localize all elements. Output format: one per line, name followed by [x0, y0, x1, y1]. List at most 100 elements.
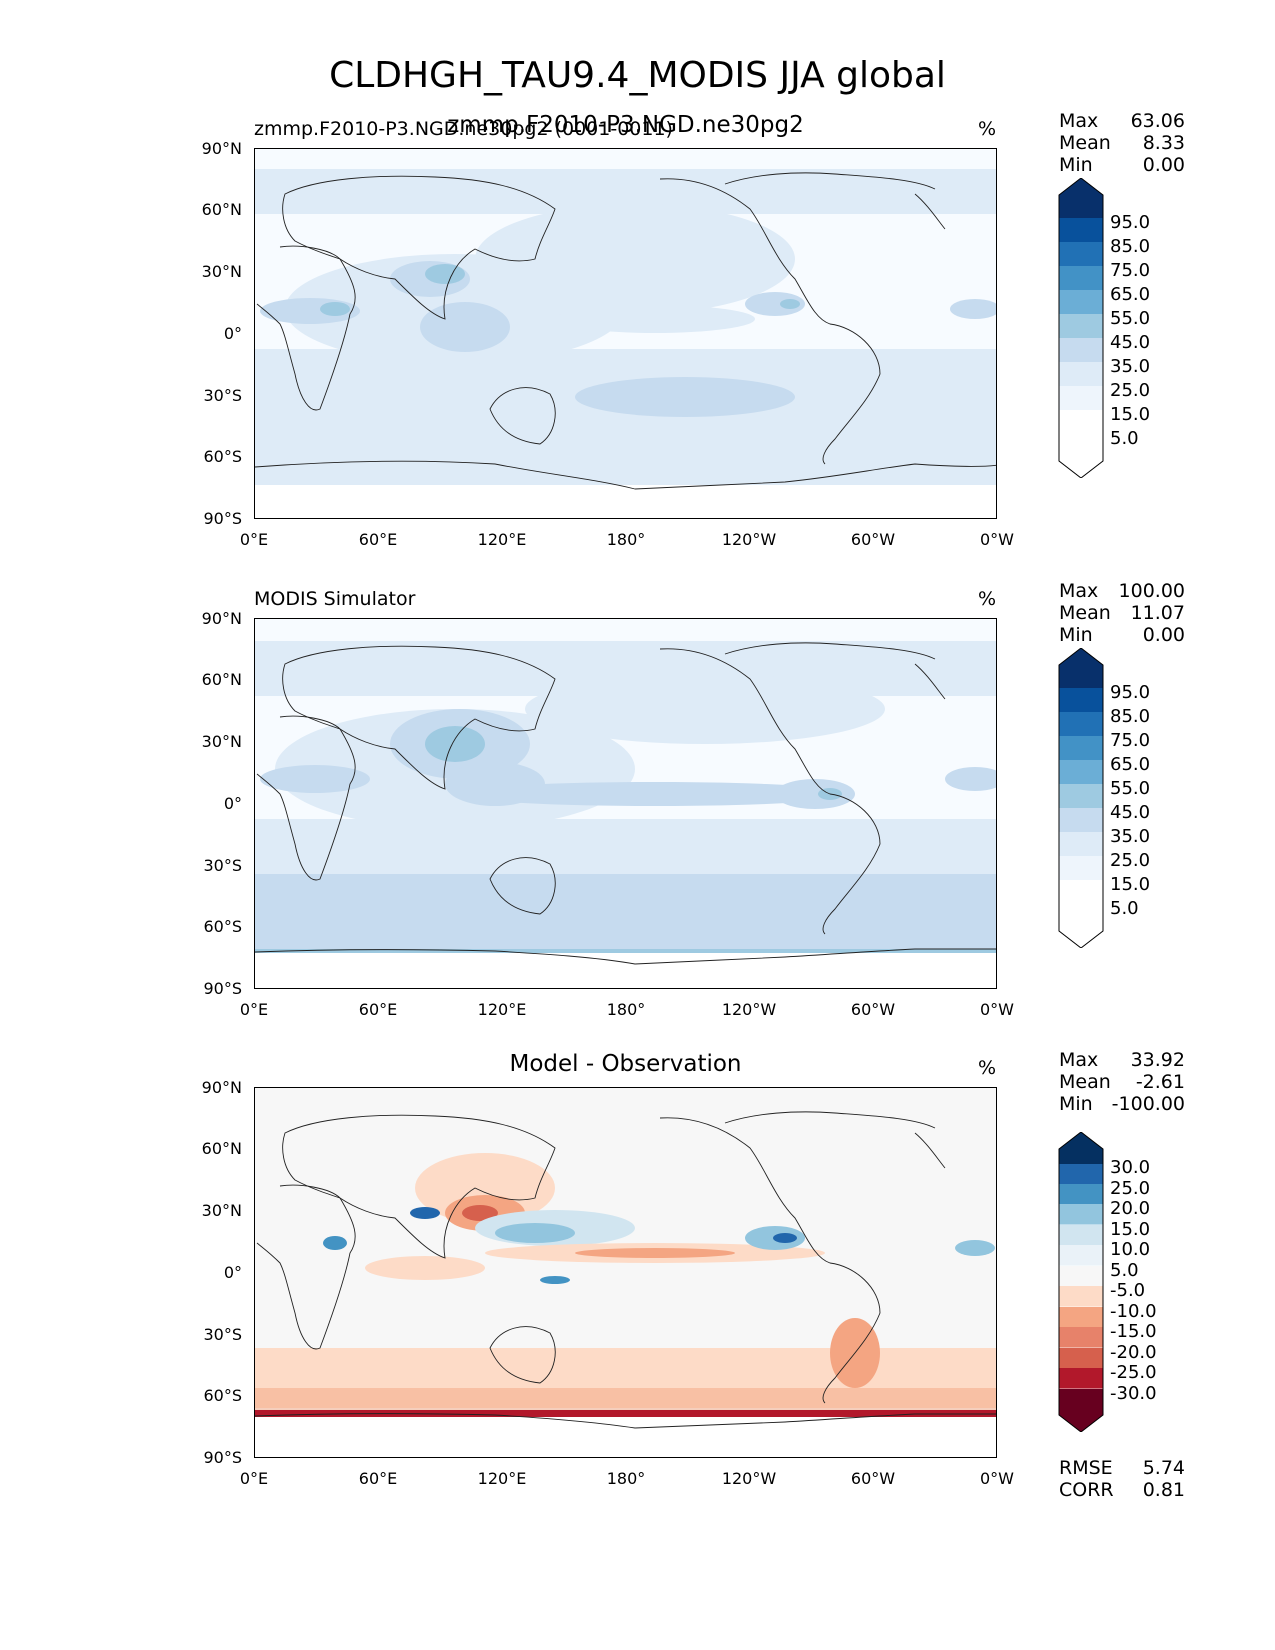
lat-label: 90°S	[203, 979, 242, 998]
stat-value: 0.00	[1142, 154, 1185, 176]
lon-label: 0°W	[980, 530, 1014, 549]
lat-label: 60°N	[201, 1139, 242, 1158]
lon-label: 0°W	[980, 1000, 1014, 1019]
lat-label: 30°N	[201, 1201, 242, 1220]
panel-observation: MODIS Simulator % Max 100.00 Mean 11.07 Mi…	[0, 580, 1275, 1058]
lon-label: 60°E	[358, 530, 398, 549]
colorbar	[1058, 177, 1104, 482]
lat-label: 0°	[223, 794, 242, 813]
stat-value: 11.07	[1130, 602, 1185, 624]
colorbar-label: -10.0	[1110, 1301, 1157, 1322]
lat-label: 30°S	[203, 856, 242, 875]
lon-label: 60°E	[358, 1000, 398, 1019]
metric-value: 5.74	[1142, 1457, 1185, 1479]
lon-label: 120°E	[477, 530, 527, 549]
lat-label: 90°N	[201, 609, 242, 628]
units-label: %	[978, 588, 997, 610]
lon-label: 120°E	[477, 1469, 527, 1488]
colorbar-label: -20.0	[1110, 1342, 1157, 1363]
colorbar-label: 85.0	[1110, 706, 1151, 727]
lon-label: 120°W	[721, 1000, 777, 1019]
lon-label: 0°W	[980, 1469, 1014, 1488]
colorbar-label: 55.0	[1110, 778, 1151, 799]
colorbar-label: 55.0	[1110, 308, 1151, 329]
panel-center-title: Model - Observation	[509, 1051, 742, 1077]
colorbar-label: 35.0	[1110, 826, 1151, 847]
stat-label: Mean	[1059, 602, 1111, 624]
colorbar-label: 65.0	[1110, 284, 1151, 305]
colorbar-label: 45.0	[1110, 802, 1151, 823]
colorbar-label: 5.0	[1110, 898, 1139, 919]
lat-label: 90°S	[203, 1448, 242, 1467]
stat-label: Min	[1059, 154, 1093, 176]
lat-label: 90°S	[203, 509, 242, 528]
lat-label: 60°N	[201, 670, 242, 689]
stat-label: Mean	[1059, 132, 1111, 154]
colorbar-label: 75.0	[1110, 730, 1151, 751]
lon-label: 120°W	[721, 530, 777, 549]
panel-center-title: zmmp.F2010-P3.NGD.ne30pg2	[447, 112, 804, 138]
panel-difference: Model - Observation % Max 33.92 Mean -2.61…	[0, 1049, 1275, 1527]
lat-label: 30°S	[203, 1325, 242, 1344]
colorbar-label: -15.0	[1110, 1321, 1157, 1342]
lat-label: 90°N	[201, 1078, 242, 1097]
stat-value: 100.00	[1118, 580, 1185, 602]
stat-value: 63.06	[1130, 110, 1185, 132]
colorbar-label: 25.0	[1110, 380, 1151, 401]
colorbar-label: 5.0	[1110, 1260, 1139, 1281]
lat-label: 30°N	[201, 262, 242, 281]
colorbar	[1058, 1131, 1104, 1436]
metric-label: CORR	[1059, 1479, 1114, 1501]
lon-label: 60°W	[850, 1000, 896, 1019]
metrics-box: RMSE 5.74 CORR 0.81	[1059, 1457, 1185, 1501]
stat-label: Min	[1059, 1093, 1093, 1115]
colorbar-label: 95.0	[1110, 212, 1151, 233]
stat-label: Max	[1059, 110, 1099, 132]
colorbar-label: -30.0	[1110, 1383, 1157, 1404]
metric-label: RMSE	[1059, 1457, 1113, 1479]
stats-box: Max 100.00 Mean 11.07 Min 0.00	[1059, 580, 1185, 646]
stat-value: 8.33	[1142, 132, 1185, 154]
colorbar-label: -5.0	[1110, 1280, 1146, 1301]
lat-label: 60°S	[203, 447, 242, 466]
colorbar-label: 30.0	[1110, 1157, 1151, 1178]
units-label: %	[978, 1057, 997, 1079]
lat-label: 90°N	[201, 139, 242, 158]
stat-label: Max	[1059, 1049, 1099, 1071]
panel-left-title: zmmp.F2010-P3.NGD.ne30pg2 (0001-0011)	[254, 118, 673, 140]
colorbar-label: 15.0	[1110, 1219, 1151, 1240]
stat-label: Max	[1059, 580, 1099, 602]
colorbar-label: 20.0	[1110, 1198, 1151, 1219]
lon-label: 180°	[606, 530, 646, 549]
stats-box: Max 63.06 Mean 8.33 Min 0.00	[1059, 110, 1185, 176]
lat-label: 0°	[223, 324, 242, 343]
lat-label: 0°	[223, 1263, 242, 1282]
lon-label: 0°E	[239, 1000, 269, 1019]
map-plot	[254, 148, 997, 519]
stat-value: 0.00	[1142, 624, 1185, 646]
panel-left-title: MODIS Simulator	[254, 588, 416, 610]
stat-label: Mean	[1059, 1071, 1111, 1093]
colorbar-label: 65.0	[1110, 754, 1151, 775]
lon-label: 0°E	[239, 530, 269, 549]
lon-label: 180°	[606, 1000, 646, 1019]
lon-label: 180°	[606, 1469, 646, 1488]
stat-label: Min	[1059, 624, 1093, 646]
panel-model: zmmp.F2010-P3.NGD.ne30pg2 (0001-0011) zm…	[0, 110, 1275, 588]
lat-label: 60°S	[203, 917, 242, 936]
lon-label: 60°E	[358, 1469, 398, 1488]
colorbar-label: 10.0	[1110, 1239, 1151, 1260]
lat-label: 30°N	[201, 732, 242, 751]
colorbar-label: 15.0	[1110, 874, 1151, 895]
stat-value: 33.92	[1130, 1049, 1185, 1071]
stat-value: -100.00	[1111, 1093, 1185, 1115]
metric-value: 0.81	[1142, 1479, 1185, 1501]
lon-label: 60°W	[850, 1469, 896, 1488]
colorbar-label: 45.0	[1110, 332, 1151, 353]
stats-box: Max 33.92 Mean -2.61 Min -100.00	[1059, 1049, 1185, 1115]
colorbar-label: 25.0	[1110, 850, 1151, 871]
lon-label: 60°W	[850, 530, 896, 549]
colorbar-label: 85.0	[1110, 236, 1151, 257]
map-plot	[254, 618, 997, 989]
lon-label: 120°W	[721, 1469, 777, 1488]
